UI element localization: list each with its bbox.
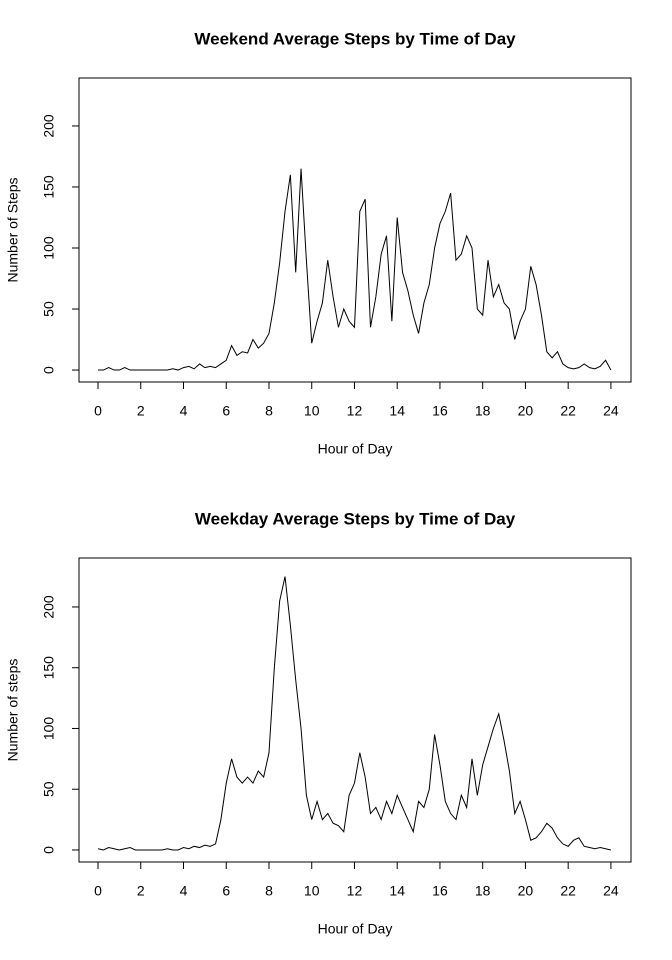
x-tick-label: 4 [180,883,188,899]
y-tick-label: 150 [41,175,57,199]
x-tick-label: 2 [137,883,145,899]
y-tick-label: 0 [41,846,57,854]
x-axis-label: Hour of Day [318,921,393,937]
x-tick-label: 18 [475,883,491,899]
y-tick-label: 200 [41,595,57,619]
plot-frame [78,557,632,863]
x-tick-label: 20 [518,883,534,899]
data-line [98,168,612,371]
y-tick-label: 50 [41,781,57,797]
x-tick-label: 2 [137,403,145,419]
x-tick-label: 12 [347,883,363,899]
x-tick-label: 16 [432,883,448,899]
y-axis-label: Number of steps [5,659,21,762]
x-tick-label: 22 [560,403,576,419]
x-tick-label: 18 [475,403,491,419]
y-tick-label: 0 [41,366,57,374]
y-tick-label: 100 [41,236,57,260]
x-tick-label: 24 [603,403,619,419]
x-tick-label: 0 [94,883,102,899]
x-tick-label: 6 [222,403,230,419]
x-tick-label: 10 [304,883,320,899]
plot-frame [78,77,632,383]
x-tick-label: 10 [304,403,320,419]
x-tick-label: 0 [94,403,102,419]
x-tick-label: 16 [432,403,448,419]
chart-title: Weekday Average Steps by Time of Day [195,509,516,528]
y-axis-label: Number of Steps [5,177,21,282]
x-tick-label: 12 [347,403,363,419]
x-tick-label: 24 [603,883,619,899]
y-tick-label: 150 [41,656,57,680]
x-axis-label: Hour of Day [318,441,393,457]
y-tick-label: 200 [41,114,57,138]
x-tick-label: 8 [265,403,273,419]
x-tick-label: 4 [180,403,188,419]
y-tick-label: 50 [41,301,57,317]
x-tick-label: 8 [265,883,273,899]
x-tick-label: 14 [389,883,405,899]
y-tick-label: 100 [41,717,57,741]
data-line [97,576,612,851]
x-tick-label: 14 [389,403,405,419]
x-tick-label: 20 [518,403,534,419]
x-tick-label: 22 [560,883,576,899]
x-tick-label: 6 [222,883,230,899]
chart-title: Weekend Average Steps by Time of Day [194,29,516,48]
